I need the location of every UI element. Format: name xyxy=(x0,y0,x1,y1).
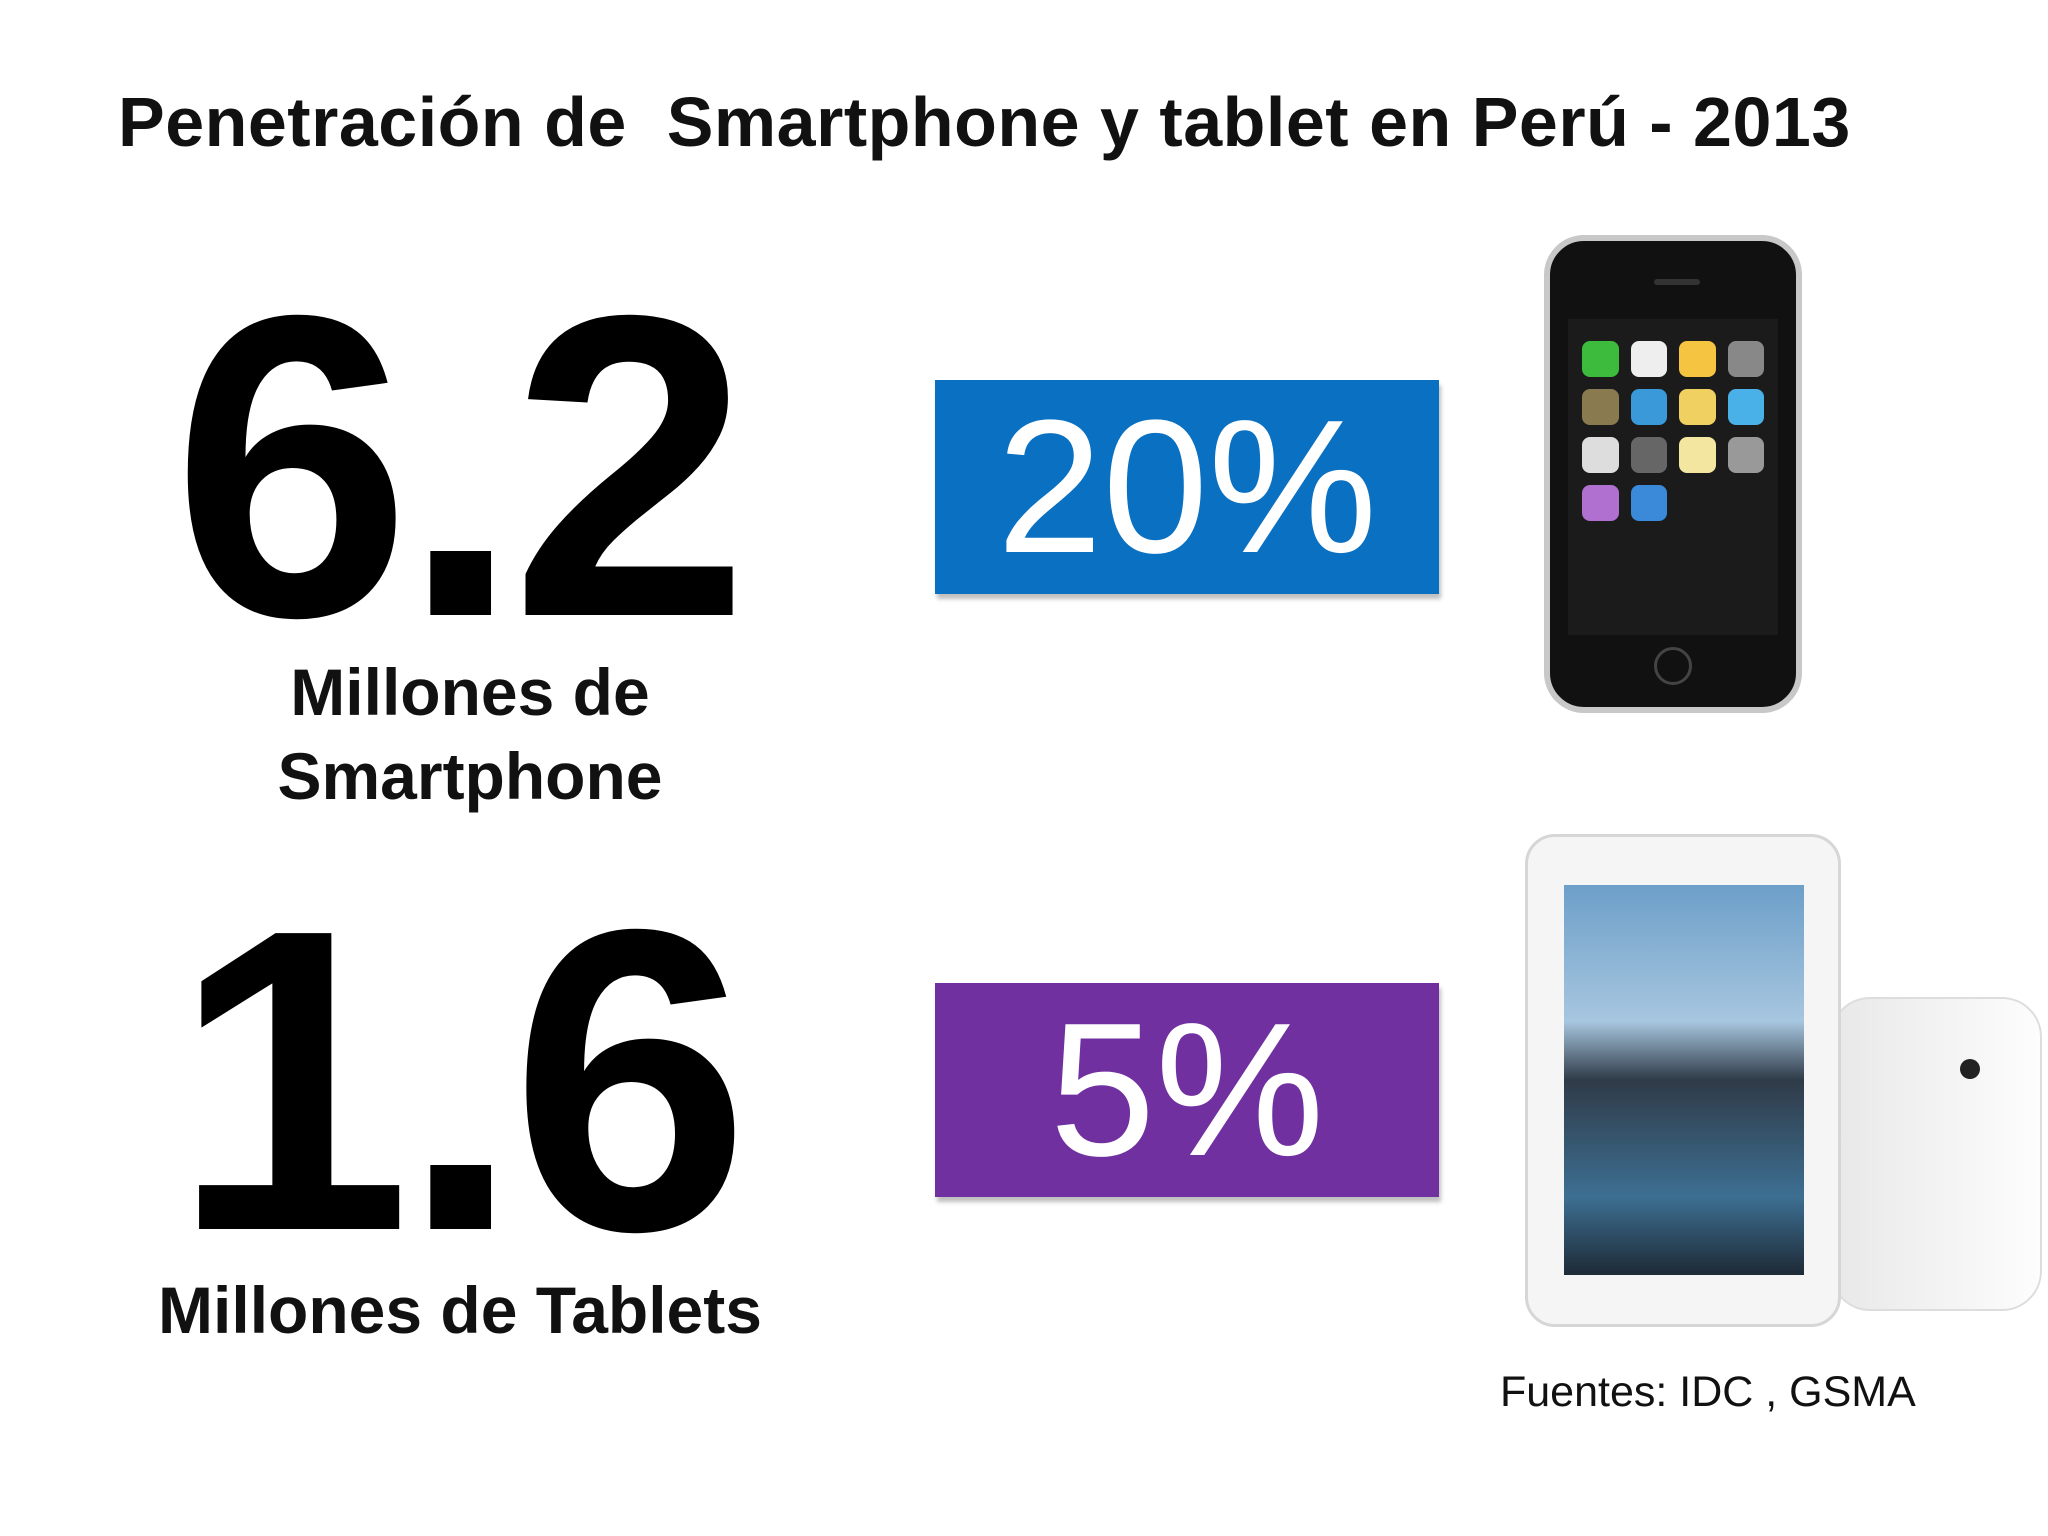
source-note: Fuentes: IDC , GSMA xyxy=(1500,1368,1916,1416)
smartphone-millions-value: 6.2 xyxy=(172,227,750,707)
smartphone-percent: 20% xyxy=(996,381,1378,593)
smartphone-label-line2: Smartphone xyxy=(277,739,663,813)
tablet-back-image xyxy=(1830,997,2042,1311)
speaker xyxy=(1654,279,1700,285)
samsung-galaxy-tab-image xyxy=(1525,834,1841,1327)
tablet-millions-value: 1.6 xyxy=(172,841,750,1321)
tablet-screen xyxy=(1564,885,1804,1275)
slide-title: Penetración de Smartphone y tablet en Pe… xyxy=(118,83,1851,161)
phone-screen xyxy=(1568,319,1778,635)
camera-icon xyxy=(1960,1059,1980,1079)
iphone-image xyxy=(1544,235,1802,713)
smartphone-label: Millones de Smartphone xyxy=(180,650,760,818)
tablet-percent: 5% xyxy=(1049,984,1325,1196)
tablet-percent-box: 5% xyxy=(935,983,1439,1197)
tablet-label: Millones de Tablets xyxy=(158,1273,762,1347)
smartphone-percent-box: 20% xyxy=(935,380,1439,594)
smartphone-label-line1: Millones de xyxy=(290,655,650,729)
home-button-icon xyxy=(1654,647,1692,685)
